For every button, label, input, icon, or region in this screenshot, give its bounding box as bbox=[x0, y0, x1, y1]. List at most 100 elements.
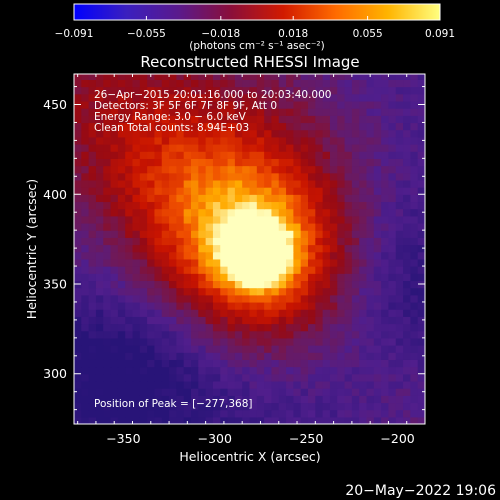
heatmap-cell bbox=[315, 108, 324, 116]
heatmap-cell bbox=[161, 323, 170, 332]
heatmap-cell bbox=[117, 215, 126, 224]
heatmap-cell bbox=[234, 244, 243, 253]
heatmap-cell bbox=[264, 373, 273, 382]
heatmap-cell bbox=[315, 74, 324, 80]
heatmap-cell bbox=[286, 172, 294, 181]
heatmap-cell bbox=[110, 352, 119, 360]
heatmap-cell bbox=[103, 330, 112, 339]
heatmap-cell bbox=[205, 352, 214, 360]
heatmap-cell bbox=[154, 151, 163, 159]
heatmap-cell bbox=[117, 244, 126, 253]
heatmap-cell bbox=[300, 373, 309, 382]
heatmap-cell bbox=[242, 237, 251, 246]
heatmap-cell bbox=[381, 323, 390, 332]
heatmap-cell bbox=[388, 158, 397, 167]
heatmap-cell bbox=[154, 395, 163, 404]
heatmap-cell bbox=[220, 136, 229, 145]
heatmap-cell bbox=[366, 244, 375, 253]
heatmap-cell bbox=[403, 144, 411, 152]
heatmap-cell bbox=[410, 237, 419, 246]
heatmap-cell bbox=[373, 380, 382, 389]
heatmap-cell bbox=[117, 316, 126, 325]
heatmap-cell bbox=[212, 323, 221, 332]
heatmap-cell bbox=[271, 402, 280, 411]
heatmap-cell bbox=[381, 194, 390, 203]
heatmap-cell bbox=[417, 108, 425, 116]
heatmap-cell bbox=[329, 258, 338, 267]
heatmap-cell bbox=[315, 201, 324, 210]
heatmap-cell bbox=[381, 273, 390, 282]
heatmap-cell bbox=[212, 251, 221, 260]
heatmap-cell bbox=[110, 194, 119, 203]
heatmap-cell bbox=[410, 108, 419, 116]
heatmap-cell bbox=[212, 280, 221, 289]
heatmap-cell bbox=[103, 172, 112, 181]
heatmap-cell bbox=[278, 93, 287, 102]
heatmap-cell bbox=[147, 258, 156, 267]
heatmap-cell bbox=[191, 337, 199, 346]
heatmap-cell bbox=[249, 273, 258, 282]
heatmap-cell bbox=[249, 280, 258, 289]
heatmap-cell bbox=[139, 129, 148, 138]
heatmap-cell bbox=[234, 402, 243, 411]
heatmap-cell bbox=[381, 380, 390, 389]
heatmap-cell bbox=[315, 230, 324, 238]
heatmap-cell bbox=[176, 151, 185, 159]
heatmap-cell bbox=[117, 266, 126, 274]
heatmap-cell bbox=[242, 409, 251, 418]
heatmap-cell bbox=[410, 244, 419, 253]
heatmap-cell bbox=[110, 395, 119, 404]
heatmap-cell bbox=[147, 330, 156, 339]
heatmap-cell bbox=[154, 187, 163, 195]
heatmap-cell bbox=[110, 287, 119, 296]
heatmap-cell bbox=[271, 165, 280, 174]
heatmap-cell bbox=[176, 258, 185, 267]
heatmap-cell bbox=[300, 395, 309, 404]
heatmap-cell bbox=[286, 352, 294, 360]
heatmap-cell bbox=[242, 74, 251, 80]
heatmap-cell bbox=[81, 330, 90, 339]
heatmap-cell bbox=[191, 395, 199, 404]
heatmap-cell bbox=[161, 337, 170, 346]
heatmap-cell bbox=[381, 373, 390, 382]
heatmap-cell bbox=[403, 316, 411, 325]
heatmap-cell bbox=[176, 237, 185, 246]
y-tick-label: 400 bbox=[43, 187, 67, 202]
heatmap-cell bbox=[176, 301, 185, 310]
heatmap-cell bbox=[176, 122, 185, 131]
heatmap-cell bbox=[191, 172, 199, 181]
heatmap-cell bbox=[110, 172, 119, 181]
heatmap-cell bbox=[154, 122, 163, 131]
heatmap-cell bbox=[271, 93, 280, 102]
heatmap-cell bbox=[322, 316, 331, 325]
heatmap-cell bbox=[337, 86, 346, 95]
heatmap-cell bbox=[373, 230, 382, 238]
heatmap-cell bbox=[337, 215, 346, 224]
heatmap-cell bbox=[183, 158, 192, 167]
heatmap-cell bbox=[322, 122, 331, 131]
heatmap-cell bbox=[403, 194, 411, 203]
heatmap-cell bbox=[366, 215, 375, 224]
heatmap-cell bbox=[183, 108, 192, 116]
heatmap-cell bbox=[256, 337, 265, 346]
heatmap-cell bbox=[176, 416, 185, 424]
heatmap-cell bbox=[351, 187, 360, 195]
heatmap-cell bbox=[256, 222, 265, 231]
heatmap-cell bbox=[351, 323, 360, 332]
heatmap-cell bbox=[95, 251, 104, 260]
heatmap-cell bbox=[198, 416, 207, 424]
heatmap-cell bbox=[147, 294, 156, 303]
heatmap-cell bbox=[359, 194, 368, 203]
heatmap-cell bbox=[169, 244, 177, 253]
heatmap-cell bbox=[110, 187, 119, 195]
heatmap-cell bbox=[249, 230, 258, 238]
heatmap-cell bbox=[198, 258, 207, 267]
heatmap-cell bbox=[403, 129, 411, 138]
heatmap-cell bbox=[344, 194, 353, 203]
heatmap-cell bbox=[388, 237, 397, 246]
heatmap-cell bbox=[351, 359, 360, 368]
heatmap-cell bbox=[264, 359, 273, 368]
heatmap-cell bbox=[74, 108, 82, 116]
heatmap-cell bbox=[249, 352, 258, 360]
heatmap-cell bbox=[373, 151, 382, 159]
